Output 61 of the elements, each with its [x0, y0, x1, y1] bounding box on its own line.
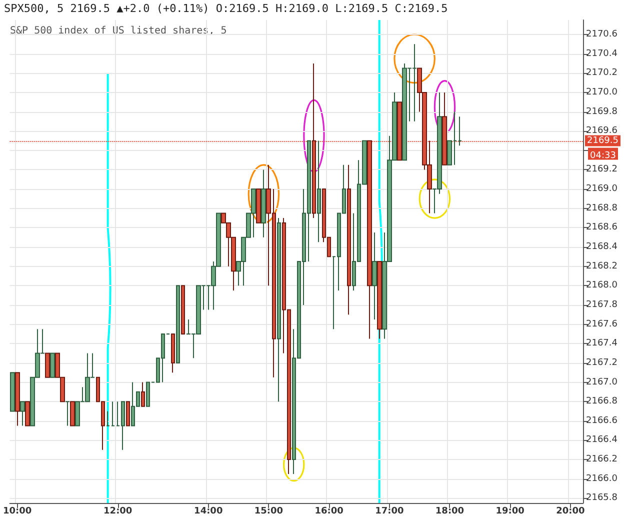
candlestick	[70, 401, 75, 426]
candlestick	[45, 352, 50, 378]
x-tick-label: 20:00	[556, 506, 585, 516]
candlestick	[15, 372, 20, 426]
y-tick-label: 2167.4	[586, 338, 618, 349]
y-tick-label: 2170.2	[586, 68, 618, 78]
candlestick	[10, 372, 15, 412]
y-tick-label: 2167.6	[586, 319, 618, 330]
candlestick	[50, 352, 55, 378]
x-tick-label: 19:00	[496, 506, 524, 516]
y-tick-label: 2166.0	[586, 474, 618, 484]
y-tick-label: 2167.0	[586, 377, 618, 388]
candlestick	[397, 102, 402, 161]
candlestick	[176, 285, 180, 364]
y-tick-label: 2170.0	[586, 87, 618, 98]
candlestick	[261, 169, 266, 238]
y-tick-label: 2170.6	[586, 29, 618, 40]
y-tick-label: 2170.4	[586, 48, 618, 59]
ref-line-label: 2169.5	[587, 136, 618, 146]
chart-title: SPX500, 5 2169.5 ▲+2.0 (+0.11%) O:2169.5 H:2169.0 L:2169.5 C:2169.5	[4, 2, 448, 15]
y-tick-label: 2169.8	[586, 106, 618, 117]
candlestick	[171, 333, 175, 374]
x-tick-label: 17:00	[375, 506, 404, 516]
candlestick	[20, 401, 25, 426]
y-tick-label: 2169.0	[586, 184, 618, 194]
y-tick-label: 2168.2	[586, 261, 618, 272]
candlestick	[256, 188, 261, 224]
y-tick-label: 2166.2	[586, 454, 618, 465]
candlestick	[111, 401, 115, 426]
y-tick-label: 2165.8	[586, 493, 618, 504]
candlestick	[65, 401, 70, 426]
candlestick	[141, 382, 145, 407]
y-tick-label: 2167.2	[586, 358, 618, 368]
x-tick-label: 18:00	[435, 506, 464, 516]
candlestick	[277, 218, 281, 402]
x-tick-label: 12:00	[104, 506, 132, 516]
y-tick-label: 2168.0	[586, 280, 618, 291]
x-tick-label: 15:00	[254, 506, 284, 516]
y-tick-label: 2168.8	[586, 203, 618, 214]
y-tick-label: 2166.4	[586, 435, 618, 446]
x-tick-label: 14:00	[194, 506, 223, 516]
candlestick	[106, 410, 110, 426]
x-tick-label: 16:00	[314, 506, 344, 516]
candlestick	[126, 401, 130, 426]
y-tick-label: 2166.8	[586, 396, 618, 407]
y-tick-label: 2168.6	[586, 222, 618, 233]
x-tick-label: 10:00	[2, 506, 32, 516]
candlestick	[347, 164, 351, 316]
y-tick-label: 2168.4	[586, 242, 618, 252]
y-tick-label: 2169.2	[586, 164, 618, 175]
text: 04:33	[590, 150, 616, 161]
candlestick	[181, 285, 185, 334]
candlestick	[442, 92, 447, 166]
y-tick-label: 2166.6	[586, 416, 618, 426]
y-tick-label: 2167.8	[586, 300, 618, 310]
y-tick-label: 2169.6	[586, 126, 618, 136]
candlestick	[377, 261, 382, 340]
candlestick	[458, 116, 462, 146]
candlestick	[372, 232, 377, 320]
candlestick	[25, 401, 30, 426]
candlestick	[317, 140, 321, 243]
